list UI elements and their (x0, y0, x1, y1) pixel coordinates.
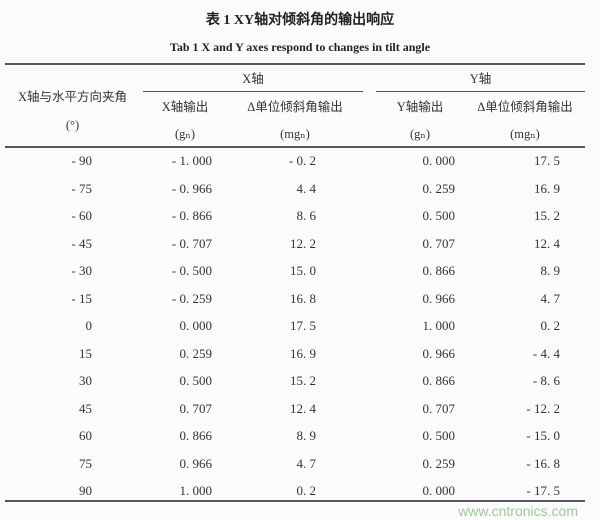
table-cell: 0. 707 (422, 235, 456, 251)
table-cell: - 60 (71, 208, 92, 223)
table-cell: 0. 707 (179, 400, 213, 416)
table-cell: 90 (79, 483, 92, 498)
table-cell: 16. 9 (534, 180, 560, 196)
table-title: 表 1 XY轴对倾斜角的输出响应 (205, 13, 395, 28)
table-cell: - 30 (71, 263, 92, 278)
x-output-unit: (gₙ) (175, 127, 195, 141)
table-cell: - 75 (71, 180, 92, 196)
table-cell: - 0. 259 (171, 290, 212, 306)
x-delta-header: Δ单位倾斜角输出 (247, 100, 343, 114)
table-cell: 0. 866 (422, 373, 456, 388)
table-cell: - 15 (71, 290, 92, 306)
table-cell: 15. 0 (290, 263, 316, 278)
table-cell: 1. 000 (179, 483, 213, 498)
table-cell: 0. 000 (179, 318, 213, 333)
table-cell: - 90 (71, 153, 92, 168)
table-cell: 0. 866 (179, 428, 213, 443)
y-output-header: Y轴输出 (396, 100, 444, 114)
header-bottom-rule (5, 146, 585, 148)
x-delta-unit: (mgₙ) (280, 127, 310, 141)
table-cell: 0. 000 (422, 483, 456, 498)
angle-unit: (°) (65, 118, 80, 132)
table-cell: - 8. 6 (532, 373, 560, 388)
table-cell: 16. 9 (290, 345, 316, 361)
table-cell: 0. 966 (179, 455, 213, 471)
table-cell: 0. 500 (179, 373, 213, 388)
table-cell: 0. 000 (422, 153, 456, 168)
table-cell: 17. 5 (534, 153, 560, 168)
table-cell: 12. 2 (290, 235, 316, 251)
x-output-header: X轴输出 (161, 100, 209, 114)
table-cell: - 0. 866 (171, 208, 212, 223)
top-rule (5, 63, 585, 65)
table-cell: 8. 6 (296, 208, 317, 223)
table-cell: - 4. 4 (532, 345, 560, 361)
table-cell: 12. 4 (290, 400, 316, 416)
y-group-rule (376, 91, 585, 92)
bottom-rule (5, 500, 585, 502)
table-subtitle: Tab 1 X and Y axes respond to changes in… (169, 40, 431, 54)
y-group-header: Y轴 (469, 72, 492, 86)
watermark: www.cntronics.com (458, 503, 578, 519)
x-group-header: X轴 (242, 72, 264, 86)
table-cell: 4. 7 (296, 455, 317, 471)
x-group-rule (143, 91, 363, 92)
table-cell: 0. 259 (422, 455, 456, 471)
angle-header: X轴与水平方向夹角 (17, 90, 128, 104)
table-cell: 15 (79, 345, 92, 361)
table-cell: 8. 9 (540, 263, 561, 278)
table-cell: 45 (79, 400, 92, 416)
table-cell: 0. 2 (540, 318, 561, 333)
table-cell: - 16. 8 (526, 455, 560, 471)
table-cell: 0. 259 (422, 180, 456, 196)
table-cell: - 17. 5 (526, 483, 560, 498)
table-cell: 0. 966 (422, 290, 456, 306)
table-cell: 15. 2 (290, 373, 316, 388)
table-cell: - 0. 966 (171, 180, 212, 196)
table-cell: 4. 4 (296, 180, 317, 196)
table-cell: 60 (79, 428, 92, 443)
table-cell: 30 (79, 373, 92, 388)
table-cell: - 1. 000 (171, 153, 212, 168)
table-cell: 0. 2 (296, 483, 317, 498)
table-cell: 0. 259 (179, 345, 213, 361)
table-cell: 16. 8 (290, 290, 316, 306)
table-cell: - 0. 500 (171, 263, 212, 278)
table-cell: 0. 500 (422, 208, 456, 223)
y-delta-unit: (mgₙ) (510, 127, 540, 141)
table-cell: 0. 500 (422, 428, 456, 443)
table-cell: 0. 966 (422, 345, 456, 361)
table-cell: 0. 707 (422, 400, 456, 416)
table-cell: 1. 000 (422, 318, 456, 333)
table-cell: 17. 5 (290, 318, 316, 333)
table-cell: 15. 2 (534, 208, 560, 223)
table-cell: - 0. 2 (288, 153, 316, 168)
table-cell: 8. 9 (296, 428, 317, 443)
table-cell: - 0. 707 (171, 235, 212, 251)
table-cell: - 15. 0 (526, 428, 560, 443)
table-cell: - 12. 2 (526, 400, 560, 416)
table-cell: 4. 7 (540, 290, 561, 306)
table-cell: - 45 (71, 235, 92, 251)
table-cell: 0 (85, 318, 93, 333)
y-output-unit: (gₙ) (410, 127, 430, 141)
table-cell: 75 (79, 455, 92, 471)
y-delta-header: Δ单位倾斜角输出 (477, 100, 573, 114)
table-cell: 12. 4 (534, 235, 560, 251)
table-cell: 0. 866 (422, 263, 456, 278)
